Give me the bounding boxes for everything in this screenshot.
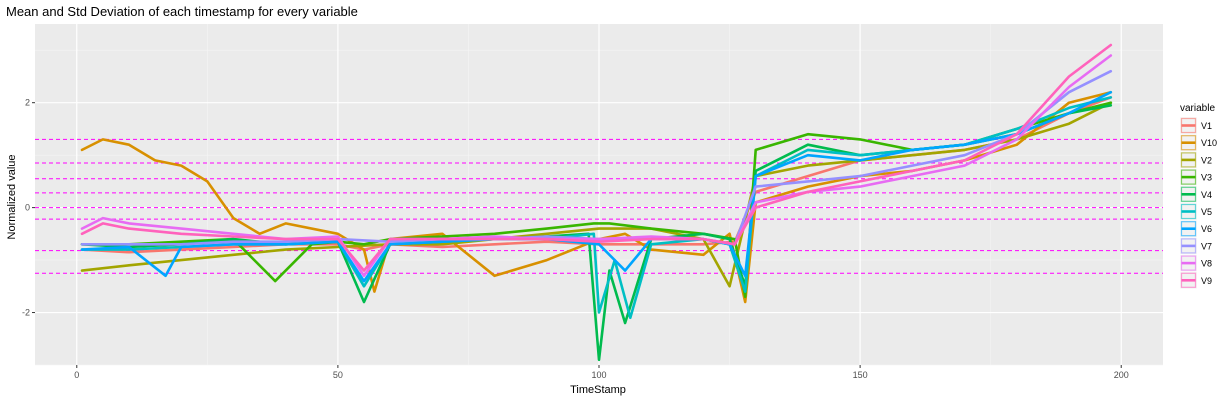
legend-label-v4: V4 xyxy=(1201,190,1212,200)
legend-title: variable xyxy=(1180,103,1215,114)
x-tick-label: 200 xyxy=(1114,370,1129,380)
y-tick-label: 0 xyxy=(25,203,30,213)
reference-lines xyxy=(35,138,1163,274)
x-axis-title: TimeStamp xyxy=(570,384,626,396)
x-tick-label: 50 xyxy=(333,370,343,380)
legend-label-v2: V2 xyxy=(1201,155,1212,165)
y-axis-ticks: -2 0 2 xyxy=(22,98,35,318)
y-axis-title: Normalized value xyxy=(6,155,18,240)
x-tick-label: 100 xyxy=(591,370,606,380)
x-tick-label: 150 xyxy=(853,370,868,380)
legend-label-v9: V9 xyxy=(1201,276,1212,286)
legend-label-v1: V1 xyxy=(1201,121,1212,131)
x-axis-ticks: 0 50 100 150 200 xyxy=(74,365,1129,380)
legend-label-v10: V10 xyxy=(1201,138,1217,148)
y-tick-label: 2 xyxy=(25,98,30,108)
series-line-v2 xyxy=(80,101,1113,288)
legend: variable V1 V10 V2 V3 V4 V5 V6 V7 V8 V9 xyxy=(1179,103,1217,290)
series-lines xyxy=(80,43,1113,362)
legend-label-v6: V6 xyxy=(1201,224,1212,234)
legend-label-v3: V3 xyxy=(1201,173,1212,183)
x-tick-label: 0 xyxy=(74,370,79,380)
legend-label-v7: V7 xyxy=(1201,241,1212,251)
legend-label-v5: V5 xyxy=(1201,207,1212,217)
legend-label-v8: V8 xyxy=(1201,259,1212,269)
series-line-v3 xyxy=(80,101,1113,299)
series-line-v6 xyxy=(80,90,1113,283)
y-tick-label: -2 xyxy=(22,308,30,318)
series-line-v9 xyxy=(80,43,1113,272)
chart-title: Mean and Std Deviation of each timestamp… xyxy=(6,4,358,19)
